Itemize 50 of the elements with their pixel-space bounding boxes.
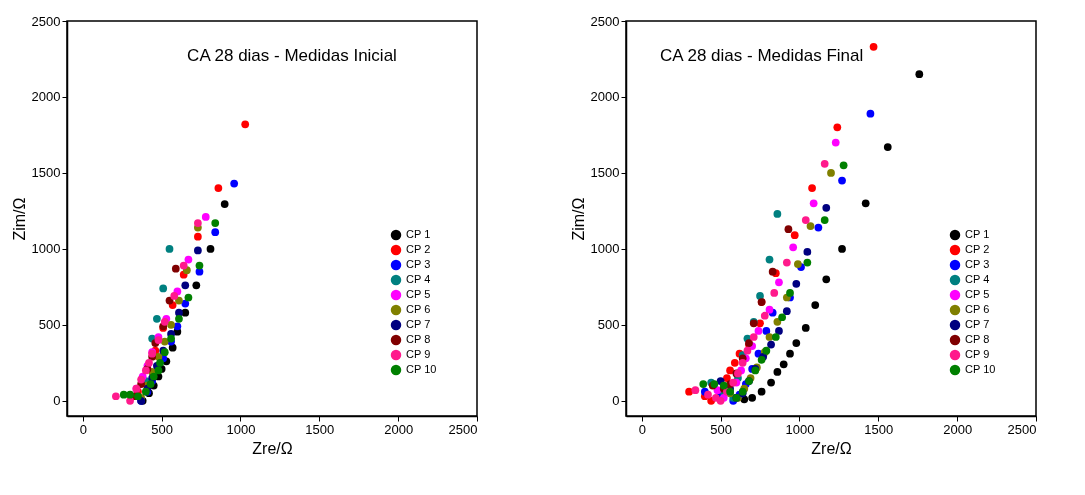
y-tick-label: 0 xyxy=(53,393,61,409)
x-axis-title: Zre/Ω xyxy=(811,439,852,457)
legend-label: CP 1 xyxy=(965,228,990,240)
y-tick-label: 0 xyxy=(612,393,620,409)
legend-label: CP 4 xyxy=(965,273,990,285)
legend-label: CP 8 xyxy=(406,333,431,345)
legend-label: CP 7 xyxy=(965,318,990,330)
y-tick-label: 1000 xyxy=(31,241,61,257)
x-tick-label: 2000 xyxy=(384,421,414,437)
y-tick-label: 500 xyxy=(38,317,61,333)
legend-label: CP 5 xyxy=(406,288,431,300)
legend-label: CP 9 xyxy=(965,348,990,360)
legend-label: CP 3 xyxy=(965,258,990,270)
legend-label: CP 2 xyxy=(965,243,990,255)
y-axis-title: Zim/Ω xyxy=(569,197,587,241)
y-axis-title: Zim/Ω xyxy=(10,197,28,241)
x-tick-label: 500 xyxy=(710,421,732,437)
legend-label: CP 3 xyxy=(406,258,431,270)
y-tick-label: 2500 xyxy=(590,13,620,29)
y-tick-label: 1500 xyxy=(590,165,620,181)
y-tick-label: 500 xyxy=(597,317,620,333)
x-tick-label: 2500 xyxy=(448,421,478,437)
x-tick-label: 1500 xyxy=(305,421,335,437)
legend-label: CP 4 xyxy=(406,273,431,285)
x-tick-label: 1500 xyxy=(864,421,894,437)
y-tick-label: 2000 xyxy=(590,89,620,105)
x-tick-label: 1000 xyxy=(226,421,256,437)
y-tick-label: 1000 xyxy=(590,241,620,257)
text: CA 28 dias - Medidas Inicial xyxy=(187,46,397,65)
x-axis-title: Zre/Ω xyxy=(252,439,293,457)
y-tick-label: 2000 xyxy=(31,89,61,105)
y-tick-label: 1500 xyxy=(31,165,61,181)
legend-label: CP 9 xyxy=(406,348,431,360)
x-tick-label: 0 xyxy=(79,421,87,437)
x-tick-label: 1000 xyxy=(785,421,815,437)
x-tick-label: 0 xyxy=(638,421,646,437)
legend-label: CP 1 xyxy=(406,228,431,240)
legend-label: CP 10 xyxy=(406,363,437,375)
y-tick-label: 2500 xyxy=(31,13,61,29)
legend-label: CP 6 xyxy=(406,303,431,315)
x-tick-label: 500 xyxy=(151,421,173,437)
legend-label: CP 10 xyxy=(965,363,996,375)
text: CA 28 dias - Medidas Final xyxy=(660,46,864,65)
legend-label: CP 7 xyxy=(406,318,431,330)
legend-label: CP 2 xyxy=(406,243,431,255)
x-tick-label: 2500 xyxy=(1007,421,1037,437)
legend-label: CP 5 xyxy=(965,288,990,300)
x-tick-label: 2000 xyxy=(943,421,973,437)
legend-label: CP 6 xyxy=(965,303,990,315)
legend-label: CP 8 xyxy=(965,333,990,345)
